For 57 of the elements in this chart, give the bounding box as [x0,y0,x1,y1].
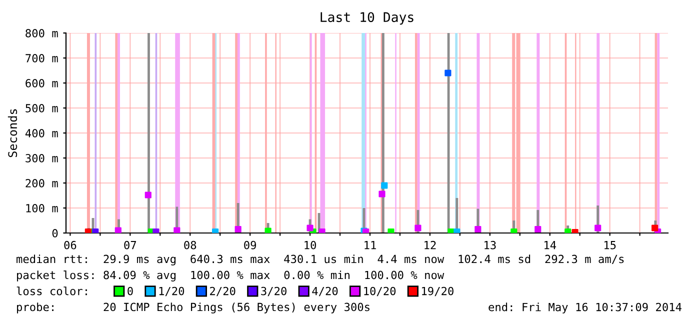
point [381,182,388,189]
y-tick-label: 100 m [26,204,58,212]
legend-label: 10/20 [364,286,396,296]
point [474,226,482,233]
point [594,224,602,232]
y-tick-label: 0 [52,229,58,238]
point [144,192,152,198]
y-tick-label: 200 m [26,179,58,188]
y-tick-label: 800 m [26,29,58,38]
x-tick-label: 09 [244,240,256,250]
y-axis-title: Seconds [8,109,18,158]
x-tick-label: 14 [544,241,556,250]
x-tick-label: 12 [424,240,436,250]
bar [148,33,150,233]
legend-label: 2/20 [210,286,236,296]
point [652,224,658,232]
point [454,228,460,233]
text: packet loss: 84.09 % avg 100.00 % max 0.00 % min 100.00 % now [17,270,444,282]
x-tick-label: 10 [304,240,316,250]
x-tick-label: 15 [604,241,616,250]
x-tick-label: 11 [364,241,376,250]
point [318,228,326,233]
point [264,228,272,233]
x-tick-label: 08 [184,240,196,250]
legend-title: loss color: [16,286,87,296]
point [92,228,99,233]
legend-label: 0 [128,286,133,296]
point [306,224,314,232]
legend-label: 4/20 [312,286,338,296]
chart-title: Last 10 Days [320,12,414,25]
text: probe: 20 ICMP Echo Pings (56 Bytes) every 300s [17,302,370,314]
point [114,227,122,233]
y-tick-label: 700 m [26,54,58,62]
point [378,190,386,198]
point [534,226,542,233]
point [414,224,422,232]
legend-label: 1/20 [159,286,184,296]
y-tick-label: 500 m [26,104,58,112]
point [234,226,242,233]
y-tick-label: 400 m [25,129,58,138]
x-tick-label: 13 [484,240,496,250]
point [444,70,452,76]
point [174,227,180,233]
point [448,228,454,233]
legend-label: 3/20 [261,286,286,296]
x-tick-label: 06 [64,240,76,250]
point [388,228,394,233]
point [152,228,160,233]
y-tick-label: 300 m [26,154,58,162]
legend-label: 19/20 [422,286,454,296]
y-tick-label: 600 m [26,79,58,88]
x-tick-label: 07 [124,240,136,250]
text: median rtt: 29.9 ms avg 640.3 ms max 430.1 us min 4.4 ms now 102.4 ms sd 292.3 m am/s [16,254,624,266]
point [564,228,572,233]
text: end: Fri May 16 10:37:09 2014 [488,302,682,314]
point [212,228,219,233]
point [510,228,518,233]
